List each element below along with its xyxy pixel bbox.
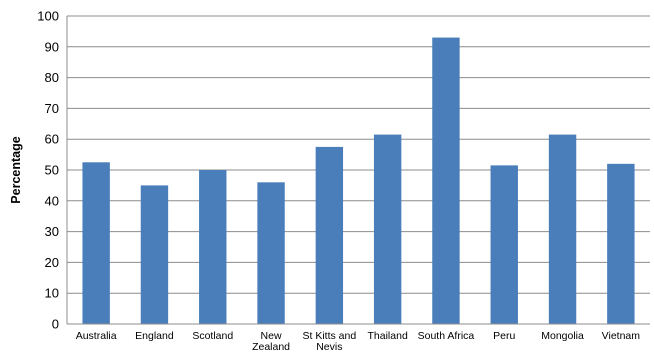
- y-tick-label: 90: [45, 39, 59, 54]
- x-category-label: South Africa: [418, 330, 475, 342]
- bar: [82, 162, 110, 324]
- y-tick-label: 20: [45, 255, 59, 270]
- x-category-label: St Kitts and Nevis: [302, 330, 356, 353]
- x-category-label-line: Zealand: [252, 341, 290, 353]
- bar: [373, 134, 402, 324]
- x-category-label-line: Mongolia: [541, 330, 584, 342]
- x-category-label: New Zealand: [252, 330, 290, 353]
- x-category-label-line: New: [261, 330, 282, 342]
- x-category-label-line: England: [135, 330, 174, 342]
- x-category-label-line: Thailand: [368, 330, 408, 342]
- y-tick-label: 100: [37, 9, 59, 24]
- x-category-label-line: Scotland: [192, 330, 233, 342]
- y-tick-label: 10: [45, 286, 59, 301]
- y-tick-label: 80: [45, 70, 59, 85]
- y-tick-label: 30: [45, 224, 59, 239]
- x-category-label: Vietnam: [602, 330, 641, 342]
- x-category-label: Mongolia: [541, 330, 584, 342]
- bar: [199, 170, 227, 324]
- bar: [140, 185, 169, 324]
- x-category-label: Peru: [493, 330, 515, 342]
- bar: [257, 182, 285, 324]
- bar: [490, 165, 518, 324]
- bar: [607, 163, 635, 324]
- x-axis-category-labels: Australia England Scotland New Zealand St Kit…: [76, 330, 641, 353]
- x-category-label: Thailand: [368, 330, 408, 342]
- x-category-label-line: Nevis: [316, 341, 342, 353]
- x-category-label: England: [135, 330, 174, 342]
- y-tick-label: 0: [52, 317, 59, 332]
- bar: [548, 134, 577, 324]
- y-tick-label: 60: [45, 132, 59, 147]
- y-axis-ticks: 0 10 20 30 40 50 60 70 80 90 100: [37, 9, 59, 332]
- x-category-label: Scotland: [192, 330, 233, 342]
- x-category-label-line: Australia: [76, 330, 117, 342]
- x-category-label-line: Vietnam: [602, 330, 641, 342]
- x-category-label: Australia: [76, 330, 117, 342]
- y-axis-title: Percentage: [9, 136, 23, 203]
- y-tick-label: 50: [45, 163, 59, 178]
- x-category-label-line: South Africa: [418, 330, 475, 342]
- x-category-label-line: Peru: [493, 330, 515, 342]
- bar: [432, 37, 460, 325]
- bars: [82, 37, 635, 325]
- y-tick-label: 70: [45, 101, 59, 116]
- x-category-label-line: St Kitts and: [302, 330, 356, 342]
- y-tick-label: 40: [45, 193, 59, 208]
- bar: [315, 146, 344, 324]
